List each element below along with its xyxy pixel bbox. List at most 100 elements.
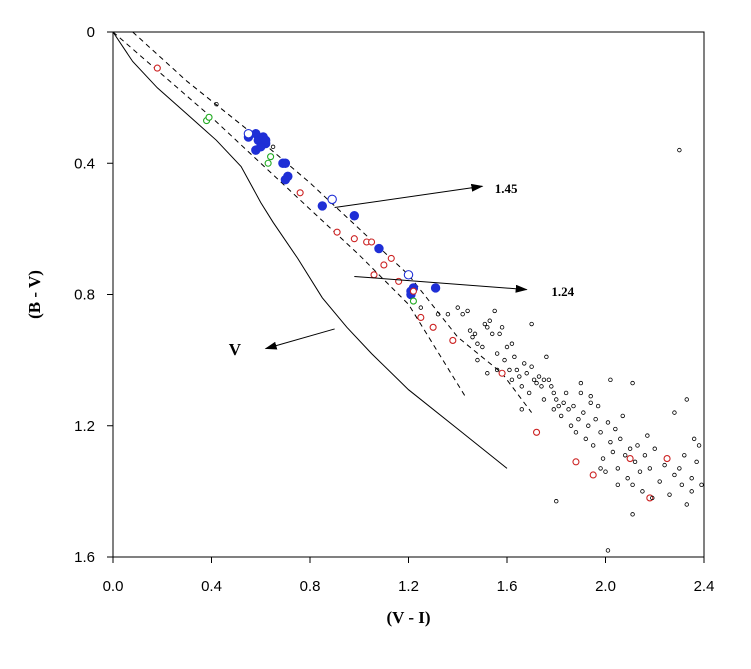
data-point — [350, 235, 358, 243]
data-point — [642, 453, 648, 458]
y-tick-label: 0 — [87, 24, 95, 41]
data-point — [554, 397, 559, 402]
x-tick-label: 0.0 — [103, 578, 124, 595]
data-point — [264, 159, 272, 167]
data-point — [667, 492, 672, 497]
data-point — [475, 357, 480, 363]
annotation-label: V — [229, 340, 242, 359]
data-point — [694, 459, 699, 465]
data-point — [608, 377, 613, 383]
data-point — [605, 548, 611, 553]
data-point — [620, 413, 625, 419]
y-tick-label: 1.6 — [74, 549, 95, 566]
data-point — [657, 479, 662, 484]
data-point — [593, 416, 598, 422]
data-point — [571, 403, 576, 409]
data-point — [502, 357, 507, 363]
data-point — [546, 377, 552, 383]
data-point — [509, 377, 515, 383]
data-point — [663, 455, 671, 463]
data-point — [498, 369, 506, 377]
data-point — [568, 423, 574, 428]
data-point — [327, 194, 337, 205]
data-point — [270, 144, 276, 150]
data-point — [403, 270, 414, 280]
data-point — [677, 466, 682, 471]
data-point — [598, 466, 603, 471]
annotation-arrow — [264, 328, 335, 350]
data-point — [534, 380, 539, 386]
data-point — [623, 453, 628, 458]
data-point — [541, 397, 547, 402]
data-point — [387, 254, 395, 262]
data-point — [635, 443, 640, 448]
data-point — [370, 271, 378, 279]
data-point — [509, 341, 515, 346]
data-point — [672, 472, 677, 478]
data-point — [529, 364, 534, 369]
data-point — [590, 443, 596, 448]
x-tick-label: 0.8 — [300, 578, 321, 595]
data-point — [504, 344, 510, 350]
data-point — [541, 377, 547, 383]
data-point — [487, 318, 492, 323]
data-point — [485, 371, 490, 376]
data-point — [380, 261, 388, 269]
data-point — [536, 374, 542, 379]
data-point — [512, 354, 517, 360]
data-point — [280, 174, 291, 185]
data-point — [551, 407, 556, 412]
data-point — [630, 482, 635, 488]
data-point — [349, 211, 360, 221]
data-point — [588, 394, 593, 399]
data-point — [556, 403, 561, 409]
data-point — [214, 101, 219, 107]
data-point — [563, 390, 569, 396]
data-point — [626, 455, 634, 463]
data-point — [519, 384, 524, 389]
data-point — [662, 462, 667, 468]
data-point — [608, 439, 613, 445]
data-point — [409, 297, 417, 305]
data-point — [589, 471, 597, 479]
data-point — [561, 400, 566, 405]
data-point — [267, 153, 275, 161]
data-point — [558, 413, 564, 419]
data-point — [475, 341, 480, 346]
annotation-arrow — [354, 275, 528, 293]
data-point — [449, 336, 457, 344]
data-point — [519, 407, 524, 412]
data-point — [613, 426, 618, 432]
data-point — [566, 407, 571, 412]
data-point — [485, 325, 490, 330]
data-point — [578, 390, 584, 396]
model-lines — [112, 31, 532, 469]
data-point — [600, 456, 606, 461]
x-tick-label: 0.4 — [201, 578, 222, 595]
data-point — [205, 113, 213, 121]
data-point — [684, 397, 689, 402]
data-point — [583, 436, 588, 442]
data-point — [517, 374, 522, 379]
data-point — [480, 344, 485, 350]
data-point — [615, 466, 621, 471]
data-point — [573, 430, 579, 435]
data-point — [524, 371, 529, 376]
data-point — [618, 436, 623, 442]
annotation-label: 1.45 — [495, 181, 518, 196]
data-point — [581, 410, 586, 415]
data-point — [539, 384, 544, 389]
data-point — [554, 499, 559, 504]
data-point — [572, 458, 580, 466]
data-point — [494, 351, 500, 356]
x-tick-label: 2.0 — [595, 578, 616, 595]
data-point — [455, 305, 460, 310]
axes: 0.0 0.4 0.8 1.2 1.6 2.0 2.4 0 0.4 0.8 1.2 1.6 (V - I… — [25, 24, 714, 627]
data-point — [549, 384, 554, 389]
data-point — [430, 283, 441, 293]
data-point — [603, 469, 608, 474]
data-point — [482, 321, 488, 327]
data-point — [650, 495, 655, 501]
data-point — [598, 430, 603, 435]
data-point — [243, 128, 254, 139]
